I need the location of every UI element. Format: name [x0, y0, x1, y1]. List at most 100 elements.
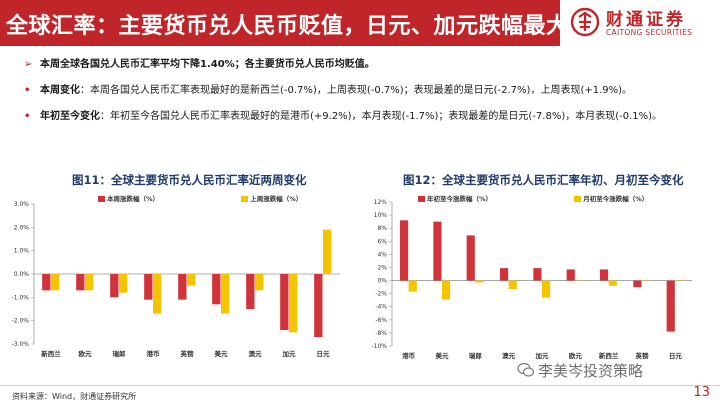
y-tick-label: 12% — [374, 199, 388, 206]
bar — [289, 274, 298, 333]
chart-11-title: 图11：全球主要货币兑人民币汇率近两周变化 — [72, 173, 307, 187]
bar — [566, 269, 575, 281]
bar — [666, 280, 675, 332]
legend-swatch-red — [418, 196, 425, 202]
bar — [400, 220, 409, 281]
y-tick-label: -2% — [375, 291, 387, 298]
bar — [280, 274, 289, 330]
chart-11-legend: 本周涨跌幅（%） 上周涨跌幅（%） — [98, 193, 382, 203]
x-tick-label: 日元 — [317, 350, 331, 358]
x-tick-label: 港币 — [402, 351, 416, 360]
y-tick-label: 2.0% — [14, 224, 30, 231]
legend-label: 月初至今涨跌幅（%） — [583, 195, 649, 203]
bar — [144, 274, 153, 300]
footer-divider — [0, 385, 720, 386]
x-tick-label: 新西兰 — [41, 349, 61, 358]
legend-item: 月初至今涨跌幅（%） — [574, 193, 648, 203]
x-tick-label: 美元 — [436, 351, 450, 360]
x-tick-label: 美元 — [215, 349, 229, 358]
bar — [508, 280, 517, 290]
y-tick-label: 3.0% — [14, 201, 30, 208]
legend-label: 上周涨跌幅（%） — [250, 195, 303, 203]
bullet-weekly-text: 本周变化：本周各国兑人民币汇率表现最好的是新西兰(-0.7%)，上周表现(-0.… — [40, 84, 632, 98]
bullet-weekly-label: 本周变化 — [40, 85, 80, 96]
bar — [442, 280, 451, 300]
bullet-summary-text: 本周全球各国兑人民币汇率平均下降1.40%；各主要货币兑人民币均贬值。 — [40, 59, 375, 70]
bullet-ytd-change: • 年初至今变化：年初至今各国兑人民币汇率表现最好的是港币(+9.2%)，本月表… — [24, 110, 714, 136]
y-tick-label: 1.0% — [14, 248, 30, 255]
y-tick-label: 10% — [374, 212, 388, 219]
bar — [42, 274, 51, 291]
chart-11-svg: 3.0% 2.0% 1.0% 0.0% -1.0% -2.0% -3.0% 新西兰 欧元 瑞郎 港币… — [12, 201, 340, 358]
summary-bullets: ➢ 本周全球各国兑人民币汇率平均下降1.40%；各主要货币兑人民币均贬值。 • … — [24, 58, 714, 136]
bar — [323, 229, 332, 274]
y-tick-label: 6% — [377, 238, 387, 245]
y-tick-label: 0.0% — [14, 271, 30, 278]
x-tick-label: 新西兰 — [599, 351, 619, 360]
bullet-summary: ➢ 本周全球各国兑人民币汇率平均下降1.40%；各主要货币兑人民币均贬值。 — [24, 58, 714, 84]
bar — [500, 268, 509, 281]
y-tick-label: 0% — [377, 278, 387, 285]
dot-bullet-icon: • — [24, 85, 31, 96]
bar — [475, 280, 484, 283]
bar — [178, 274, 187, 300]
y-tick-label: -3.0% — [12, 341, 30, 348]
y-tick-label: -2.0% — [12, 318, 30, 325]
legend-label: 本周涨跌幅（%） — [107, 195, 160, 203]
legend-swatch-yellow — [574, 196, 582, 202]
x-tick-label: 瑞郎 — [469, 351, 483, 360]
y-tick-label: -8% — [375, 330, 387, 337]
x-tick-label: 欧元 — [569, 351, 583, 360]
bar — [153, 274, 162, 314]
bar — [246, 274, 255, 309]
logo-name-cn: 财通证券 — [606, 10, 686, 30]
x-tick-label: 英镑 — [180, 349, 195, 358]
x-tick-label: 日元 — [669, 352, 683, 360]
x-tick-label: 澳元 — [249, 349, 263, 358]
bar — [212, 274, 221, 305]
x-tick-label: 港币 — [147, 349, 161, 358]
bar — [110, 274, 119, 298]
bullet-weekly-change: • 本周变化：本周各国兑人民币汇率表现最好的是新西兰(-0.7%)，上周表现(-… — [24, 84, 714, 110]
dot-bullet-icon: • — [24, 111, 31, 122]
chart-12-legend: 年初至今涨跌幅（%） 月初至今涨跌幅（%） — [418, 193, 720, 203]
wechat-icon — [517, 362, 535, 377]
bar — [314, 274, 323, 337]
watermark: 李美岑投资策略 — [538, 362, 644, 380]
bullet-weekly-body: ：本周各国兑人民币汇率表现最好的是新西兰(-0.7%)，上周表现(-0.7%)；… — [80, 85, 633, 96]
legend-item: 本周涨跌幅（%） — [98, 193, 159, 203]
y-tick-label: 2% — [377, 264, 387, 271]
x-tick-label: 欧元 — [79, 349, 93, 358]
chart-12-svg: 12% 10% 8% 6% 4% 2% 0% -2% -4% -6% -8% -10% 港币 美元 瑞郎 澳元… — [371, 199, 692, 360]
legend-label: 年初至今涨跌幅（%） — [427, 195, 493, 203]
bar — [633, 280, 642, 288]
bullet-ytd-text: 年初至今变化：年初至今各国兑人民币汇率表现最好的是港币(+9.2%)，本月表现(… — [40, 110, 662, 124]
y-tick-label: 8% — [377, 225, 387, 232]
x-tick-label: 澳元 — [502, 351, 516, 360]
bar — [608, 280, 617, 286]
chart-12-title: 图12：全球主要货币兑人民币汇率年初、月初至今变化 — [403, 173, 684, 187]
y-tick-label: -6% — [375, 317, 387, 324]
y-tick-label: 4% — [377, 251, 387, 258]
bar — [221, 274, 230, 314]
bar — [433, 221, 442, 281]
bar — [466, 235, 475, 281]
bar — [85, 274, 94, 291]
x-tick-label: 瑞郎 — [113, 349, 127, 358]
bullet-ytd-label: 年初至今变化 — [40, 111, 100, 122]
y-tick-label: -10% — [371, 343, 387, 350]
legend-swatch-red — [98, 196, 105, 202]
bar — [255, 274, 264, 291]
bar — [119, 274, 128, 293]
page-number: 13 — [693, 385, 710, 400]
legend-item: 上周涨跌幅（%） — [241, 193, 302, 203]
y-tick-label: -4% — [375, 304, 387, 311]
arrow-bullet-icon: ➢ — [24, 59, 33, 70]
bar — [408, 280, 417, 292]
company-logo: 财通证券 CAITONG SECURITIES — [560, 0, 720, 46]
bar — [51, 274, 60, 291]
x-tick-label: 加元 — [282, 349, 297, 358]
title-bar: 全球汇率：主要货币兑人民币贬值，日元、加元跌幅最大 财通证券 CAITONG S… — [0, 0, 720, 46]
caitong-logo-icon — [570, 7, 600, 37]
bar — [675, 280, 684, 282]
